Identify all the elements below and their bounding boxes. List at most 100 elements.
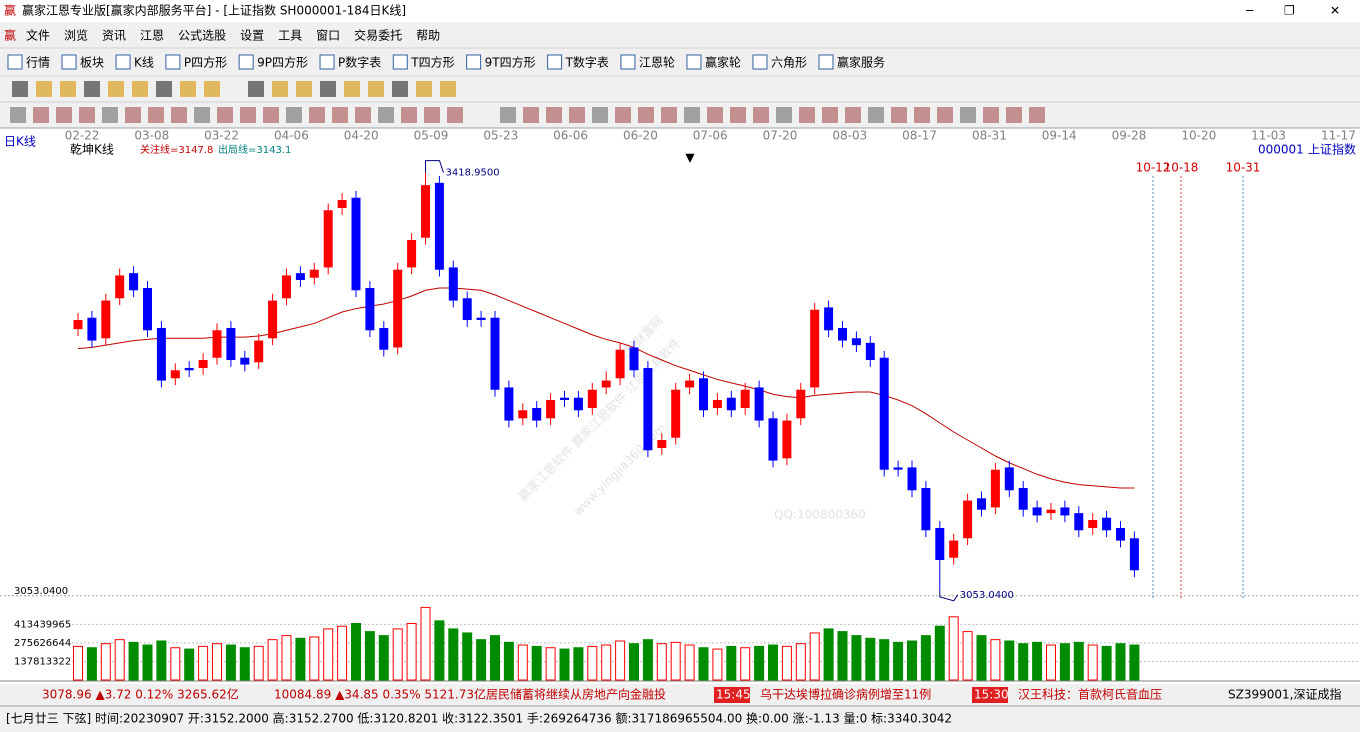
- tool-icon[interactable]: [296, 81, 312, 97]
- tool-icon[interactable]: [36, 81, 52, 97]
- tool-icon[interactable]: [424, 107, 440, 123]
- tool-icon[interactable]: [569, 107, 585, 123]
- news-item[interactable]: 汉王科技：首款柯氏音血压: [1018, 687, 1162, 702]
- tool-icon[interactable]: [204, 81, 220, 97]
- tool-icon[interactable]: [776, 107, 792, 123]
- tool-icon[interactable]: [102, 107, 118, 123]
- tool-icon[interactable]: [1029, 107, 1045, 123]
- tool-icon[interactable]: [937, 107, 953, 123]
- tool-icon[interactable]: [730, 107, 746, 123]
- menu-item[interactable]: 公式选股: [178, 29, 226, 43]
- index-selector[interactable]: SZ399001,深证成指: [1228, 687, 1341, 702]
- toolbar-button[interactable]: 赢家轮: [705, 55, 741, 70]
- menu-item[interactable]: 江恩: [140, 29, 164, 43]
- tool-icon[interactable]: [500, 107, 516, 123]
- tool-icon[interactable]: [156, 81, 172, 97]
- toolbar-icon[interactable]: [392, 54, 408, 70]
- tool-icon[interactable]: [332, 107, 348, 123]
- tool-icon[interactable]: [272, 81, 288, 97]
- toolbar-icon[interactable]: [319, 54, 335, 70]
- news-item[interactable]: 乌干达埃博拉确诊病例增至11例: [760, 687, 931, 702]
- tool-icon[interactable]: [891, 107, 907, 123]
- tool-icon[interactable]: [240, 107, 256, 123]
- tool-icon[interactable]: [320, 81, 336, 97]
- tool-icon[interactable]: [194, 107, 210, 123]
- maximize[interactable]: ❐: [1284, 4, 1295, 18]
- tool-icon[interactable]: [217, 107, 233, 123]
- tool-icon[interactable]: [799, 107, 815, 123]
- toolbar-icon[interactable]: [466, 54, 482, 70]
- tool-icon[interactable]: [392, 81, 408, 97]
- toolbar-icon[interactable]: [818, 54, 834, 70]
- tool-icon[interactable]: [171, 107, 187, 123]
- tool-icon[interactable]: [822, 107, 838, 123]
- tool-icon[interactable]: [1006, 107, 1022, 123]
- menu-item[interactable]: 资讯: [102, 29, 126, 43]
- tool-icon[interactable]: [707, 107, 723, 123]
- toolbar-icon[interactable]: [686, 54, 702, 70]
- tool-icon[interactable]: [344, 81, 360, 97]
- tool-icon[interactable]: [845, 107, 861, 123]
- tool-icon[interactable]: [416, 81, 432, 97]
- toolbar-button[interactable]: 赢家服务: [837, 55, 885, 70]
- tool-icon[interactable]: [546, 107, 562, 123]
- tool-icon[interactable]: [108, 81, 124, 97]
- toolbar-icon[interactable]: [115, 54, 131, 70]
- tool-icon[interactable]: [960, 107, 976, 123]
- tool-icon[interactable]: [868, 107, 884, 123]
- close[interactable]: ✕: [1330, 4, 1340, 18]
- tool-icon[interactable]: [378, 107, 394, 123]
- tool-icon[interactable]: [661, 107, 677, 123]
- toolbar-button[interactable]: P数字表: [338, 55, 381, 70]
- tool-icon[interactable]: [33, 107, 49, 123]
- tool-icon[interactable]: [401, 107, 417, 123]
- tool-icon[interactable]: [615, 107, 631, 123]
- toolbar-button[interactable]: 六角形: [771, 56, 807, 70]
- toolbar-icon[interactable]: [752, 54, 768, 70]
- toolbar-icon[interactable]: [620, 54, 636, 70]
- tool-icon[interactable]: [355, 107, 371, 123]
- tool-icon[interactable]: [248, 81, 264, 97]
- tool-icon[interactable]: [592, 107, 608, 123]
- news-item[interactable]: 居民储蓄将继续从房地产向金融投: [486, 687, 666, 702]
- tool-icon[interactable]: [684, 107, 700, 123]
- tool-icon[interactable]: [125, 107, 141, 123]
- tool-icon[interactable]: [447, 107, 463, 123]
- toolbar-button[interactable]: T四方形: [410, 55, 454, 70]
- menu-item[interactable]: 窗口: [316, 29, 340, 43]
- tool-icon[interactable]: [56, 107, 72, 123]
- tool-icon[interactable]: [753, 107, 769, 123]
- toolbar-button[interactable]: 江恩轮: [639, 56, 675, 70]
- tool-icon[interactable]: [12, 81, 28, 97]
- tool-icon[interactable]: [983, 107, 999, 123]
- menu-item[interactable]: 设置: [240, 29, 264, 43]
- tool-icon[interactable]: [132, 81, 148, 97]
- toolbar-button[interactable]: T数字表: [565, 55, 609, 70]
- tool-icon[interactable]: [180, 81, 196, 97]
- menu-item[interactable]: 帮助: [416, 29, 440, 43]
- tool-icon[interactable]: [263, 107, 279, 123]
- toolbar-button[interactable]: K线: [134, 56, 154, 70]
- menu-item[interactable]: 文件: [26, 28, 50, 43]
- tool-icon[interactable]: [84, 81, 100, 97]
- toolbar-icon[interactable]: [7, 54, 23, 70]
- toolbar-icon[interactable]: [547, 54, 563, 70]
- tool-icon[interactable]: [148, 107, 164, 123]
- toolbar-button[interactable]: 行情: [26, 56, 50, 70]
- menu-item[interactable]: 交易委托: [354, 28, 402, 43]
- toolbar-icon[interactable]: [61, 54, 77, 70]
- minimize[interactable]: ─: [1245, 4, 1254, 18]
- toolbar-icon[interactable]: [165, 54, 181, 70]
- toolbar-icon[interactable]: [238, 54, 254, 70]
- tool-icon[interactable]: [309, 107, 325, 123]
- toolbar-button[interactable]: 9T四方形: [485, 55, 536, 70]
- tool-icon[interactable]: [60, 81, 76, 97]
- tool-icon[interactable]: [286, 107, 302, 123]
- toolbar-button[interactable]: 9P四方形: [257, 55, 308, 70]
- toolbar-button[interactable]: 板块: [80, 56, 104, 70]
- tool-icon[interactable]: [79, 107, 95, 123]
- toolbar-button[interactable]: P四方形: [184, 55, 227, 70]
- menu-item[interactable]: 浏览: [64, 28, 88, 43]
- tool-icon[interactable]: [10, 107, 26, 123]
- tool-icon[interactable]: [638, 107, 654, 123]
